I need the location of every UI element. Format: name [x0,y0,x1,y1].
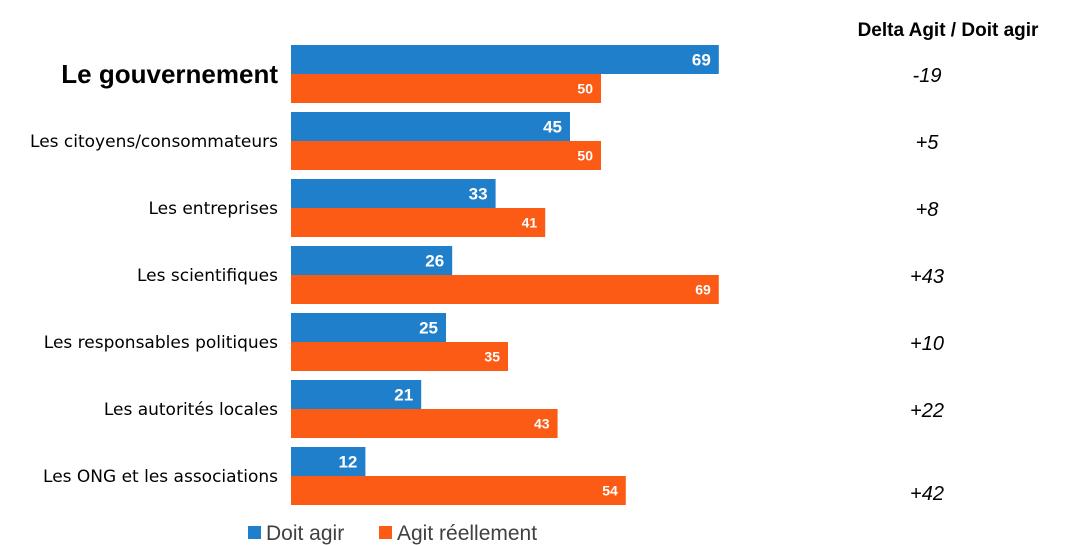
data-label-agit-reellement-les-citoyens-consommateurs: 50 [577,148,593,164]
bar-doit-agir-les-entreprises [291,179,496,208]
bar-agit-reellement-les-citoyens-consommateurs [291,141,601,170]
legend-label-agit-reellement: Agit réellement [397,522,537,545]
bar-doit-agir-les-autorites-locales [291,380,422,409]
category-label-les-ong-et-les-associations: Les ONG et les associations [43,467,278,487]
bar-doit-agir-les-scientifiques [291,246,453,275]
legend-label-doit-agir: Doit agir [266,522,344,545]
data-label-agit-reellement-les-scientifiques: 69 [695,282,711,298]
category-label-les-autorites-locales: Les autorités locales [104,400,278,420]
legend-swatch-agit-reellement [379,526,392,539]
bar-agit-reellement-les-responsables-politiques [291,342,508,371]
delta-value-le-gouvernement: -19 [913,65,942,87]
delta-value-les-citoyens-consommateurs: +5 [916,132,940,154]
data-label-doit-agir-les-ong-et-les-associations: 12 [338,453,357,472]
delta-value-les-responsables-politiques: +10 [910,333,944,355]
data-label-agit-reellement-les-responsables-politiques: 35 [484,349,500,365]
category-label-le-gouvernement: Le gouvernement [61,59,278,89]
category-label-les-citoyens-consommateurs: Les citoyens/consommateurs [30,132,278,152]
data-label-doit-agir-les-entreprises: 33 [469,185,488,204]
bar-doit-agir-les-responsables-politiques [291,313,446,342]
bar-doit-agir-le-gouvernement [291,45,719,74]
bar-doit-agir-les-ong-et-les-associations [291,447,366,476]
bars-layer: 69 50 45 50 33 41 26 69 25 35 21 43 12 54 [291,45,719,505]
bar-agit-reellement-les-ong-et-les-associations [291,476,626,505]
category-label-les-entreprises: Les entreprises [148,199,278,219]
data-label-agit-reellement-le-gouvernement: 50 [577,81,593,97]
data-label-agit-reellement-les-entreprises: 41 [522,215,538,231]
delta-column-title: Delta Agit / Doit agir [858,20,1039,41]
bar-doit-agir-les-citoyens-consommateurs [291,112,570,141]
data-label-doit-agir-les-autorites-locales: 21 [394,386,413,405]
category-labels: Le gouvernement Les citoyens/consommateur… [30,59,278,487]
category-label-les-scientifiques: Les scientifiques [137,266,278,286]
data-label-agit-reellement-les-autorites-locales: 43 [534,416,550,432]
legend: Doit agir Agit réellement [248,522,537,545]
delta-value-les-autorites-locales: +22 [910,400,944,422]
data-label-agit-reellement-les-ong-et-les-associations: 54 [602,483,618,499]
delta-value-les-entreprises: +8 [916,199,939,221]
delta-value-les-scientifiques: +43 [910,266,944,288]
delta-value-les-ong-et-les-associations: +42 [910,483,944,505]
data-label-doit-agir-le-gouvernement: 69 [692,51,711,70]
bar-agit-reellement-le-gouvernement [291,74,601,103]
category-label-les-responsables-politiques: Les responsables politiques [44,333,278,353]
bar-agit-reellement-les-scientifiques [291,275,719,304]
bar-agit-reellement-les-autorites-locales [291,409,558,438]
data-label-doit-agir-les-responsables-politiques: 25 [419,319,438,338]
delta-column: Delta Agit / Doit agir -19 +5 +8 +43 +10 +22 +… [858,20,1039,505]
data-label-doit-agir-les-citoyens-consommateurs: 45 [543,118,562,137]
bar-agit-reellement-les-entreprises [291,208,546,237]
legend-swatch-doit-agir [248,526,261,539]
data-label-doit-agir-les-scientifiques: 26 [425,252,444,271]
